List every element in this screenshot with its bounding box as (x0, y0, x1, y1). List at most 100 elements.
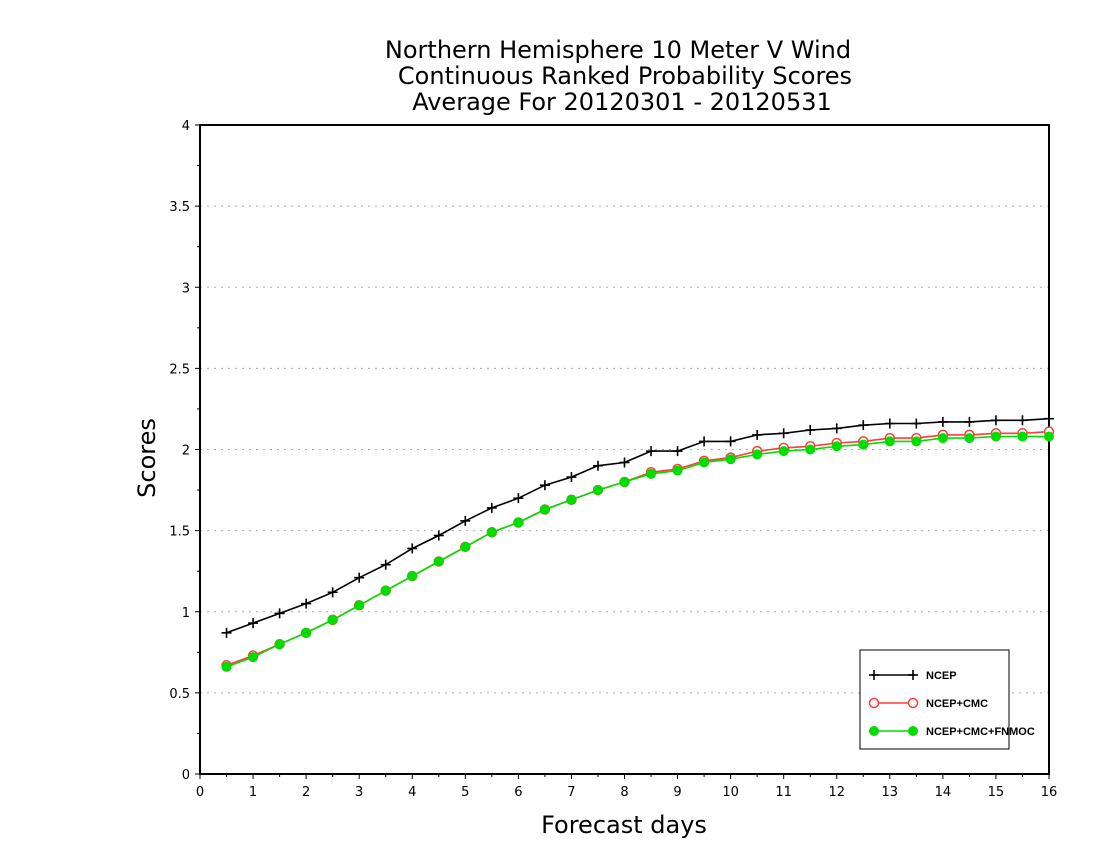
legend-label: NCEP+CMC (926, 698, 988, 710)
x-tick-label: 10 (722, 785, 739, 800)
series-ncep-cmc-fnmoc-point (990, 431, 1001, 442)
series-ncep-point (513, 493, 524, 504)
x-tick-label: 3 (355, 785, 363, 800)
x-tick-label: 11 (775, 785, 792, 800)
series-ncep-point (858, 420, 869, 431)
series-ncep-point (884, 418, 895, 429)
series-ncep-cmc-fnmoc-point (672, 465, 683, 476)
series-ncep-cmc-fnmoc-point (380, 585, 391, 596)
x-tick-label: 15 (988, 785, 1005, 800)
x-tick-label: 7 (567, 785, 575, 800)
series-ncep-cmc-fnmoc-point (911, 436, 922, 447)
series-ncep-point (619, 457, 630, 468)
series-ncep-point (1044, 413, 1054, 424)
series-ncep-point (592, 460, 603, 471)
series-ncep-cmc-fnmoc-point (699, 457, 710, 468)
x-axis-title: Forecast days (541, 811, 707, 839)
series-line-ncep (226, 417, 1050, 634)
series-ncep-cmc-fnmoc-point (1017, 431, 1028, 442)
grid (200, 205, 1049, 694)
series (221, 413, 1055, 672)
series-ncep-cmc-fnmoc-point (592, 485, 603, 496)
series-ncep-cmc-fnmoc-point (274, 639, 285, 650)
x-tick-label: 6 (514, 785, 522, 800)
x-tick-label: 0 (196, 785, 204, 800)
series-line-ncep-cmc-fnmoc (226, 435, 1049, 668)
y-tick-label: 0 (182, 768, 190, 783)
series-ncep-point (778, 428, 789, 439)
series-ncep-point (354, 572, 365, 583)
series-ncep-cmc-fnmoc (221, 431, 1054, 672)
series-ncep-cmc-fnmoc-point (433, 556, 444, 567)
series-ncep-point (831, 423, 842, 434)
x-tick-label: 14 (935, 785, 952, 800)
series-ncep-cmc-fnmoc-point (884, 436, 895, 447)
series-ncep-point (566, 472, 577, 483)
series-ncep-point (911, 418, 922, 429)
series-ncep-point (646, 446, 657, 457)
series-ncep-cmc-fnmoc-point (831, 441, 842, 452)
legend-label: NCEP (926, 670, 957, 682)
x-tick-label: 12 (828, 785, 845, 800)
x-tick-label: 2 (302, 785, 310, 800)
series-ncep-cmc-fnmoc-point (221, 661, 232, 672)
series-ncep-point (248, 618, 259, 629)
series-ncep-cmc-fnmoc-point (301, 627, 312, 638)
series-ncep-point (1017, 415, 1028, 426)
series-ncep-point (221, 627, 232, 638)
legend: NCEP NCEP+CMC NCEP+CMC+FNMOC (859, 649, 1035, 750)
legend-item-ncep: NCEP (869, 670, 957, 682)
series-ncep-point (380, 559, 391, 570)
series-ncep-cmc-fnmoc-point (354, 600, 365, 611)
series-ncep-cmc-fnmoc-point (619, 476, 630, 487)
y-tick-label: 3 (182, 281, 190, 296)
series-ncep-cmc-fnmoc-point (858, 439, 869, 450)
series-ncep-cmc-fnmoc-point (539, 504, 550, 515)
series-ncep-point (327, 587, 338, 598)
series-ncep-cmc-fnmoc-point (460, 541, 471, 552)
series-ncep-point (937, 416, 948, 427)
legend-ncep-point (908, 670, 918, 680)
series-ncep-point (407, 543, 418, 554)
series-ncep-point (672, 446, 683, 457)
series-ncep-cmc-fnmoc-point (646, 468, 657, 479)
title-line: Northern Hemisphere 10 Meter V Wind (385, 36, 851, 64)
series-ncep-cmc-fnmoc-point (1044, 431, 1054, 442)
y-tick-label: 1 (182, 606, 190, 621)
title-line: Continuous Ranked Probability Scores (398, 62, 852, 90)
legend-ncep-cmc-fnmoc-point (908, 726, 918, 736)
series-ncep-cmc-fnmoc-point (486, 527, 497, 538)
y-tick-label: 1.5 (169, 525, 190, 540)
series-ncep-point (486, 502, 497, 513)
y-tick-label: 0.5 (169, 687, 190, 702)
legend-ncep-point (869, 670, 879, 680)
series-ncep-point (301, 598, 312, 609)
series-ncep-point (699, 436, 710, 447)
series-ncep-cmc-fnmoc-point (407, 571, 418, 582)
series-ncep (221, 413, 1054, 638)
legend-item-ncep-cmc-fnmoc: NCEP+CMC+FNMOC (869, 726, 1035, 738)
x-tick-label: 4 (408, 785, 416, 800)
y-tick-label: 2.5 (169, 362, 190, 377)
y-tick-label: 4 (182, 119, 190, 134)
series-ncep-cmc-fnmoc-point (778, 446, 789, 457)
x-tick-label: 9 (673, 785, 681, 800)
series-ncep-cmc-fnmoc-point (513, 517, 524, 528)
series-ncep-point (990, 415, 1001, 426)
y-tick-label: 2 (182, 444, 190, 459)
legend-ncep-cmc-point (907, 697, 919, 709)
legend-ncep-cmc-point (868, 697, 880, 709)
chart-title: Northern Hemisphere 10 Meter V WindConti… (385, 36, 852, 116)
series-line-ncep-cmc (226, 430, 1050, 667)
title-line: Average For 20120301 - 20120531 (412, 88, 832, 116)
series-ncep-point (460, 515, 471, 526)
series-ncep-point (539, 480, 550, 491)
series-ncep-point (274, 608, 285, 619)
axis-ticks: 0 1 2 3 4 5 6 7 8 9 10 11 12 13 14 15 1600.511.522.533.5… (169, 119, 1057, 800)
series-ncep-cmc-fnmoc-point (752, 449, 763, 460)
series-ncep-cmc-fnmoc-point (248, 652, 259, 663)
x-tick-label: 8 (620, 785, 628, 800)
series-ncep-cmc-fnmoc-point (725, 454, 736, 465)
legend-box (859, 649, 1010, 750)
